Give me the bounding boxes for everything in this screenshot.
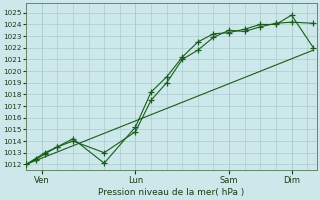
X-axis label: Pression niveau de la mer( hPa ): Pression niveau de la mer( hPa )	[98, 188, 244, 197]
